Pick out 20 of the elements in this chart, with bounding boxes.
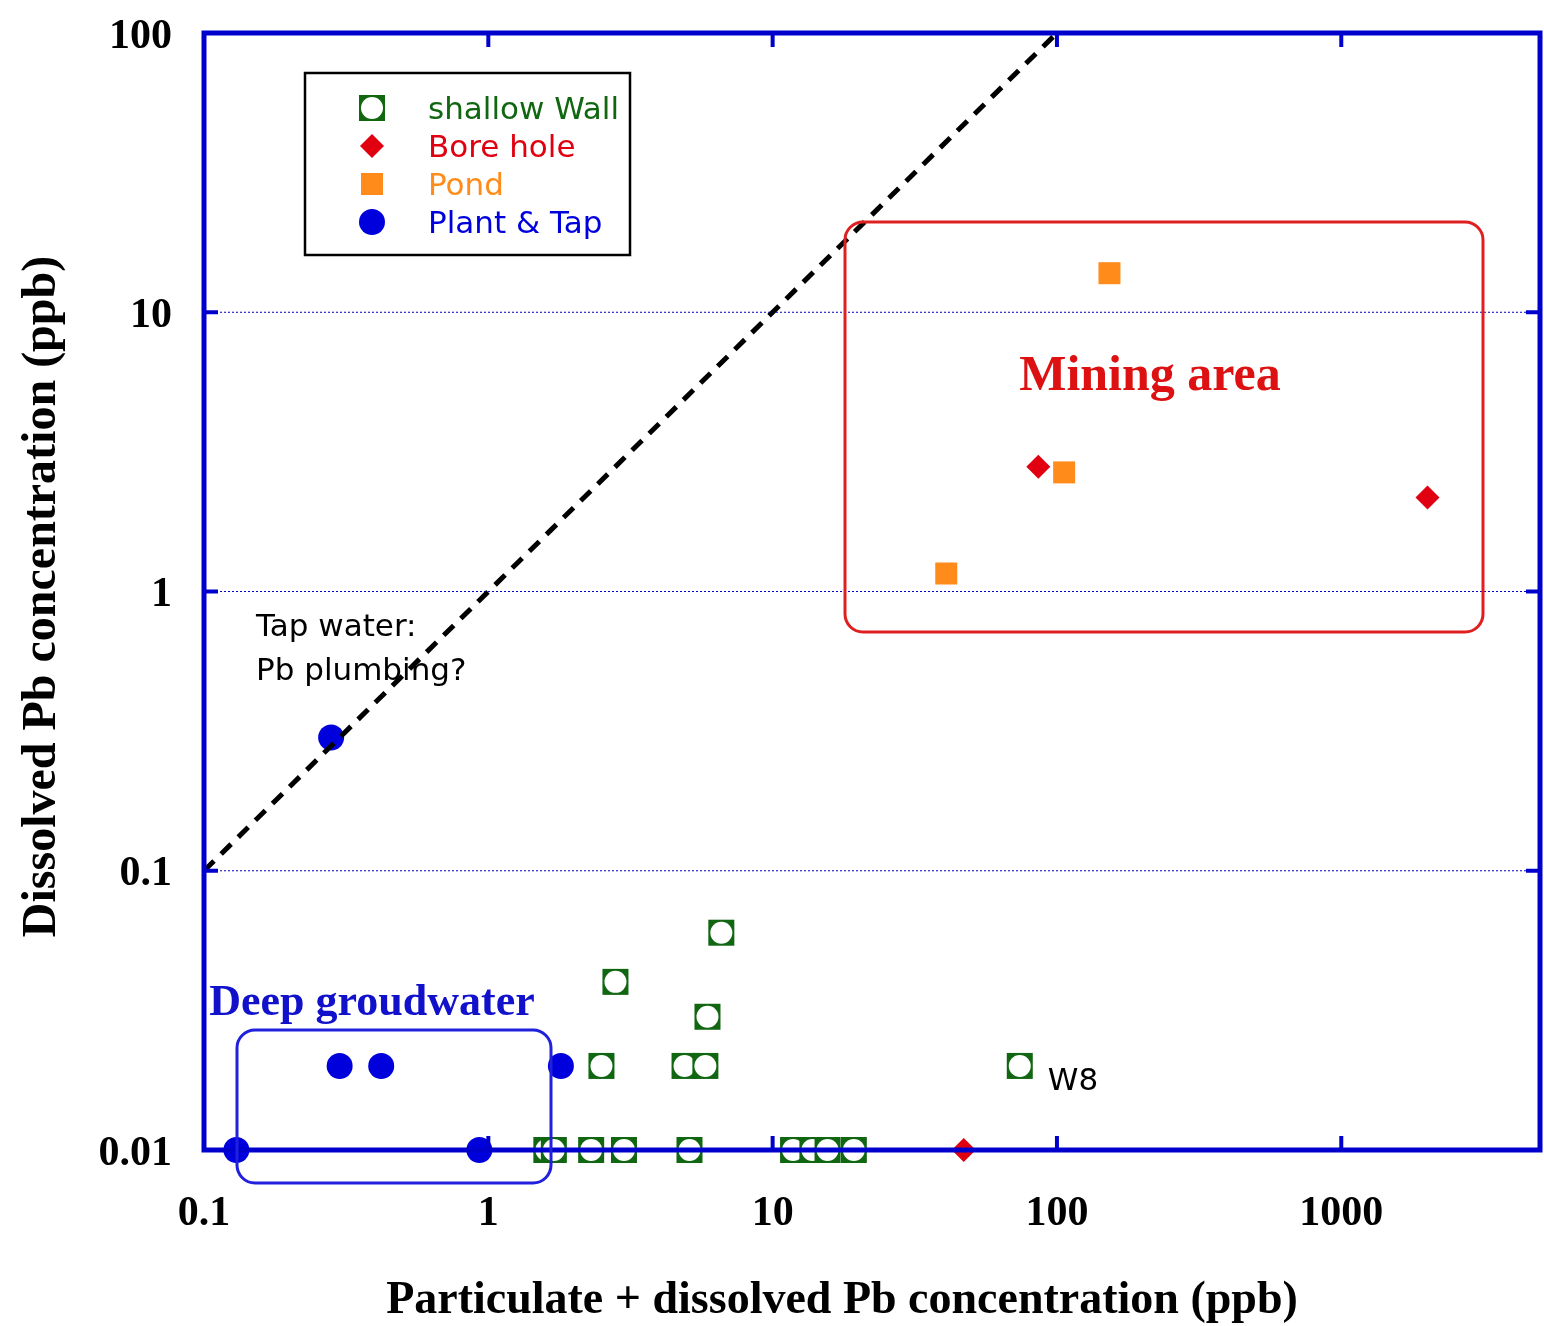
annotation: Mining area — [1019, 344, 1281, 401]
x-tick-label: 10 — [751, 1188, 794, 1234]
y-axis-title: Dissolved Pb concentration (ppb) — [12, 255, 66, 938]
annotation: W8 — [1047, 1060, 1099, 1097]
x-tick-label: 0.1 — [177, 1188, 231, 1234]
x-tick-label: 1 — [477, 1188, 499, 1234]
annotation: Tap water: Pb plumbing? — [255, 607, 467, 687]
legend-label: Pond — [428, 165, 504, 202]
y-tick-label: 10 — [130, 289, 172, 336]
x-tick-label: 1000 — [1299, 1188, 1384, 1234]
legend-label: Plant & Tap — [428, 203, 603, 240]
y-tick-label: 100 — [109, 10, 172, 57]
x-axis-title: Particulate + dissolved Pb concentration (ppb) — [386, 1272, 1298, 1323]
y-tick-label: 0.1 — [119, 848, 172, 895]
y-tick-label: 0.01 — [98, 1127, 172, 1174]
annotation: Deep groudwater — [209, 976, 535, 1026]
legend-label: Bore hole — [428, 127, 576, 164]
legend-label: shallow Wall — [428, 89, 620, 126]
x-tick-label: 100 — [1025, 1188, 1089, 1234]
y-tick-label: 1 — [151, 569, 172, 616]
